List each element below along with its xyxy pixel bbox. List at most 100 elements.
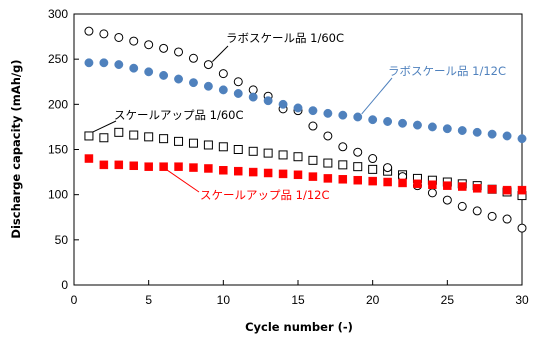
- data-point: [323, 131, 333, 141]
- y-tick-label: 200: [48, 97, 68, 111]
- data-point: [114, 160, 124, 170]
- data-point: [99, 133, 109, 143]
- data-point: [487, 184, 497, 194]
- data-point: [353, 147, 363, 157]
- data-point: [129, 63, 139, 73]
- annotation-label: スケールアップ品 1/12C: [200, 188, 330, 202]
- data-point: [338, 175, 348, 184]
- y-tick-label: 50: [55, 233, 69, 247]
- data-point: [472, 184, 482, 193]
- data-point: [144, 162, 153, 171]
- data-point: [174, 162, 183, 171]
- data-point: [159, 162, 168, 171]
- data-point: [353, 112, 363, 122]
- data-point: [293, 152, 303, 162]
- x-tick-label: 0: [71, 293, 78, 307]
- x-tick-label: 25: [441, 293, 455, 307]
- data-point: [278, 169, 288, 179]
- data-point: [443, 181, 452, 190]
- annotation-label: ラボスケール品 1/60C: [226, 31, 344, 45]
- data-point: [219, 166, 228, 175]
- data-point: [144, 132, 154, 142]
- data-point: [263, 148, 273, 158]
- data-point: [458, 182, 467, 191]
- x-axis-title: Cycle number (-): [245, 320, 353, 334]
- data-point: [248, 167, 258, 177]
- x-tick-label: 5: [145, 293, 152, 307]
- data-point: [457, 126, 467, 135]
- data-point: [517, 223, 527, 233]
- data-point: [129, 130, 139, 140]
- data-point: [398, 178, 407, 188]
- data-point: [308, 106, 318, 116]
- data-point: [353, 162, 363, 172]
- data-point: [204, 164, 213, 173]
- data-point: [99, 29, 109, 39]
- x-tick-label: 20: [366, 293, 380, 307]
- data-point: [368, 164, 378, 174]
- series-4: [84, 154, 527, 195]
- data-point: [99, 160, 109, 170]
- data-point: [457, 201, 467, 211]
- data-point: [472, 206, 482, 216]
- series-layer: [84, 26, 527, 233]
- data-point: [218, 69, 228, 79]
- data-point: [368, 176, 377, 186]
- data-point: [189, 78, 198, 88]
- data-point: [427, 188, 437, 198]
- axes: 0 50 100 150 200 250 300 0 5 10 15 20 25 30: [48, 7, 529, 307]
- data-point: [203, 140, 213, 150]
- data-point: [383, 163, 393, 173]
- data-point: [502, 214, 512, 224]
- y-tick-label: 100: [48, 188, 68, 202]
- data-point: [368, 115, 378, 125]
- data-point: [189, 163, 198, 172]
- series-2: [84, 58, 527, 144]
- data-point: [233, 77, 243, 87]
- data-point: [159, 134, 169, 144]
- data-point: [174, 136, 184, 146]
- data-point: [84, 154, 94, 163]
- data-point: [233, 89, 243, 98]
- data-point: [487, 129, 497, 139]
- data-point: [203, 81, 213, 91]
- x-tick-label: 15: [291, 293, 305, 307]
- data-point: [502, 131, 512, 141]
- data-point: [398, 118, 407, 128]
- data-point: [84, 26, 94, 36]
- y-axis-title: Discharge capacity (mAh/g): [9, 59, 23, 238]
- data-point: [174, 47, 184, 57]
- plot-frame: [73, 13, 523, 286]
- data-point: [293, 170, 303, 180]
- data-point: [174, 74, 183, 84]
- data-point: [234, 166, 243, 176]
- data-point: [278, 150, 288, 160]
- data-point: [338, 110, 348, 120]
- y-tick-label: 250: [48, 52, 68, 66]
- data-point: [308, 172, 318, 181]
- data-point: [502, 185, 512, 195]
- data-point: [84, 58, 94, 68]
- annotation-leader: [92, 120, 117, 133]
- data-point: [159, 70, 169, 80]
- data-point: [248, 146, 258, 156]
- data-point: [487, 211, 497, 221]
- data-point: [428, 180, 437, 189]
- data-point: [218, 85, 228, 95]
- data-point: [248, 92, 258, 102]
- data-point: [472, 127, 482, 137]
- annotation-leader: [166, 169, 200, 193]
- data-point: [188, 53, 198, 63]
- series-1: [84, 26, 527, 233]
- data-point: [413, 179, 422, 189]
- x-tick-label: 30: [515, 293, 529, 307]
- data-point: [263, 96, 273, 106]
- data-point: [368, 154, 378, 164]
- data-point: [293, 103, 303, 113]
- data-point: [383, 117, 393, 126]
- data-point: [308, 121, 318, 131]
- data-point: [233, 145, 243, 154]
- data-point: [353, 175, 362, 185]
- data-point: [188, 138, 198, 148]
